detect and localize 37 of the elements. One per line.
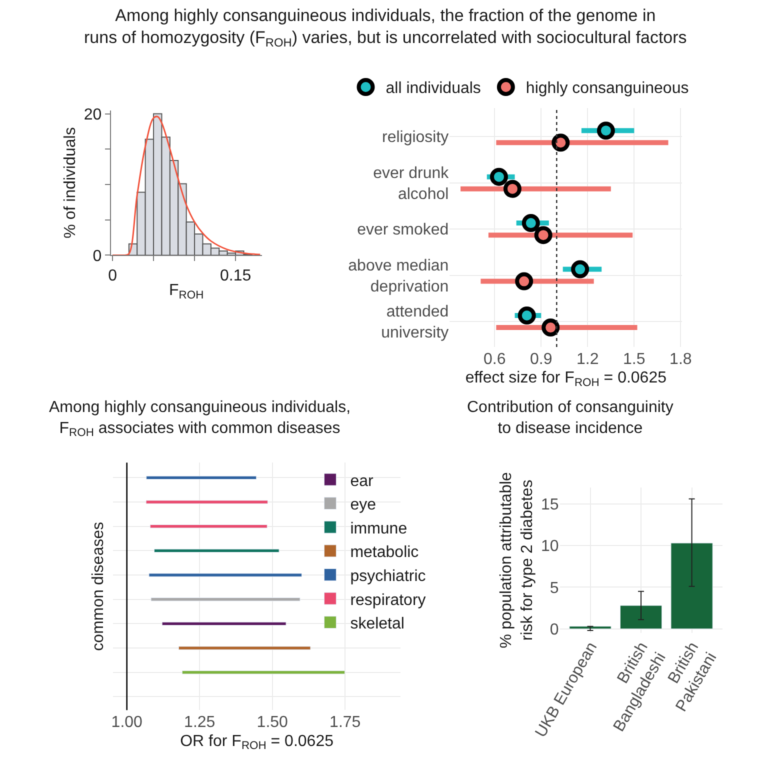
y-tick-label: 20 xyxy=(84,106,102,124)
legend-label: highly consanguineous xyxy=(526,80,689,98)
legend-label: respiratory xyxy=(350,592,426,609)
legend-label: psychiatric xyxy=(350,568,426,585)
legend-label: all individuals xyxy=(386,80,481,98)
y-tick-label: ever drunk alcohol xyxy=(373,165,450,203)
y-tick-label: 10 xyxy=(540,538,559,556)
x-tick-label: 0.9 xyxy=(530,350,552,368)
x-tick-label: 0.15 xyxy=(220,267,252,284)
y-axis-title: % of individuals xyxy=(62,127,79,238)
x-tick-label: 1.50 xyxy=(256,714,288,732)
x-tick-label: 1.25 xyxy=(184,714,216,732)
x-tick-label: 1.00 xyxy=(111,714,143,732)
x-tick-label: 1.2 xyxy=(576,350,599,368)
legend-label: immune xyxy=(350,520,408,538)
y-tick-label: attended university xyxy=(381,304,449,342)
y-axis-title: common diseases xyxy=(90,522,108,651)
x-tick-label: 1.5 xyxy=(623,350,646,368)
x-tick-label: 1.75 xyxy=(330,714,361,732)
y-tick-label: ever smoked xyxy=(357,222,449,239)
x-axis-title: effect size for F$_{ROH}$ = 0.0625 xyxy=(465,370,667,390)
chart-title: Among highly consanguineous individuals, F$_{ROH}$ associates with common diseases xyxy=(49,399,351,440)
x-tick-label: 0.6 xyxy=(484,350,506,368)
x-axis-title: F$_{ROH}$ xyxy=(169,282,204,302)
y-tick-label: 0 xyxy=(550,621,559,638)
legend-label: metabolic xyxy=(350,544,419,562)
legend-label: ear xyxy=(350,472,374,490)
legend-label: skeletal xyxy=(350,616,404,633)
text: Among highly consanguineous individuals, the fraction of the genome in runs of homozygosity (F$_{ROH}$) varies, but is uncorrelated with sociocultural factors xyxy=(84,6,687,50)
legend-label: eye xyxy=(350,496,376,514)
y-tick-label: 15 xyxy=(540,496,559,514)
y-tick-label: 5 xyxy=(550,580,559,597)
y-tick-label: religiosity xyxy=(382,129,449,146)
x-axis-title: OR for F$_{ROH}$ = 0.0625 xyxy=(180,732,334,752)
x-tick-label: 1.8 xyxy=(670,350,692,368)
chart-title: Contribution of consanguinity to disease incidence xyxy=(467,399,674,437)
y-axis-title: % population attributable risk for type 2 diabetes xyxy=(498,472,536,648)
